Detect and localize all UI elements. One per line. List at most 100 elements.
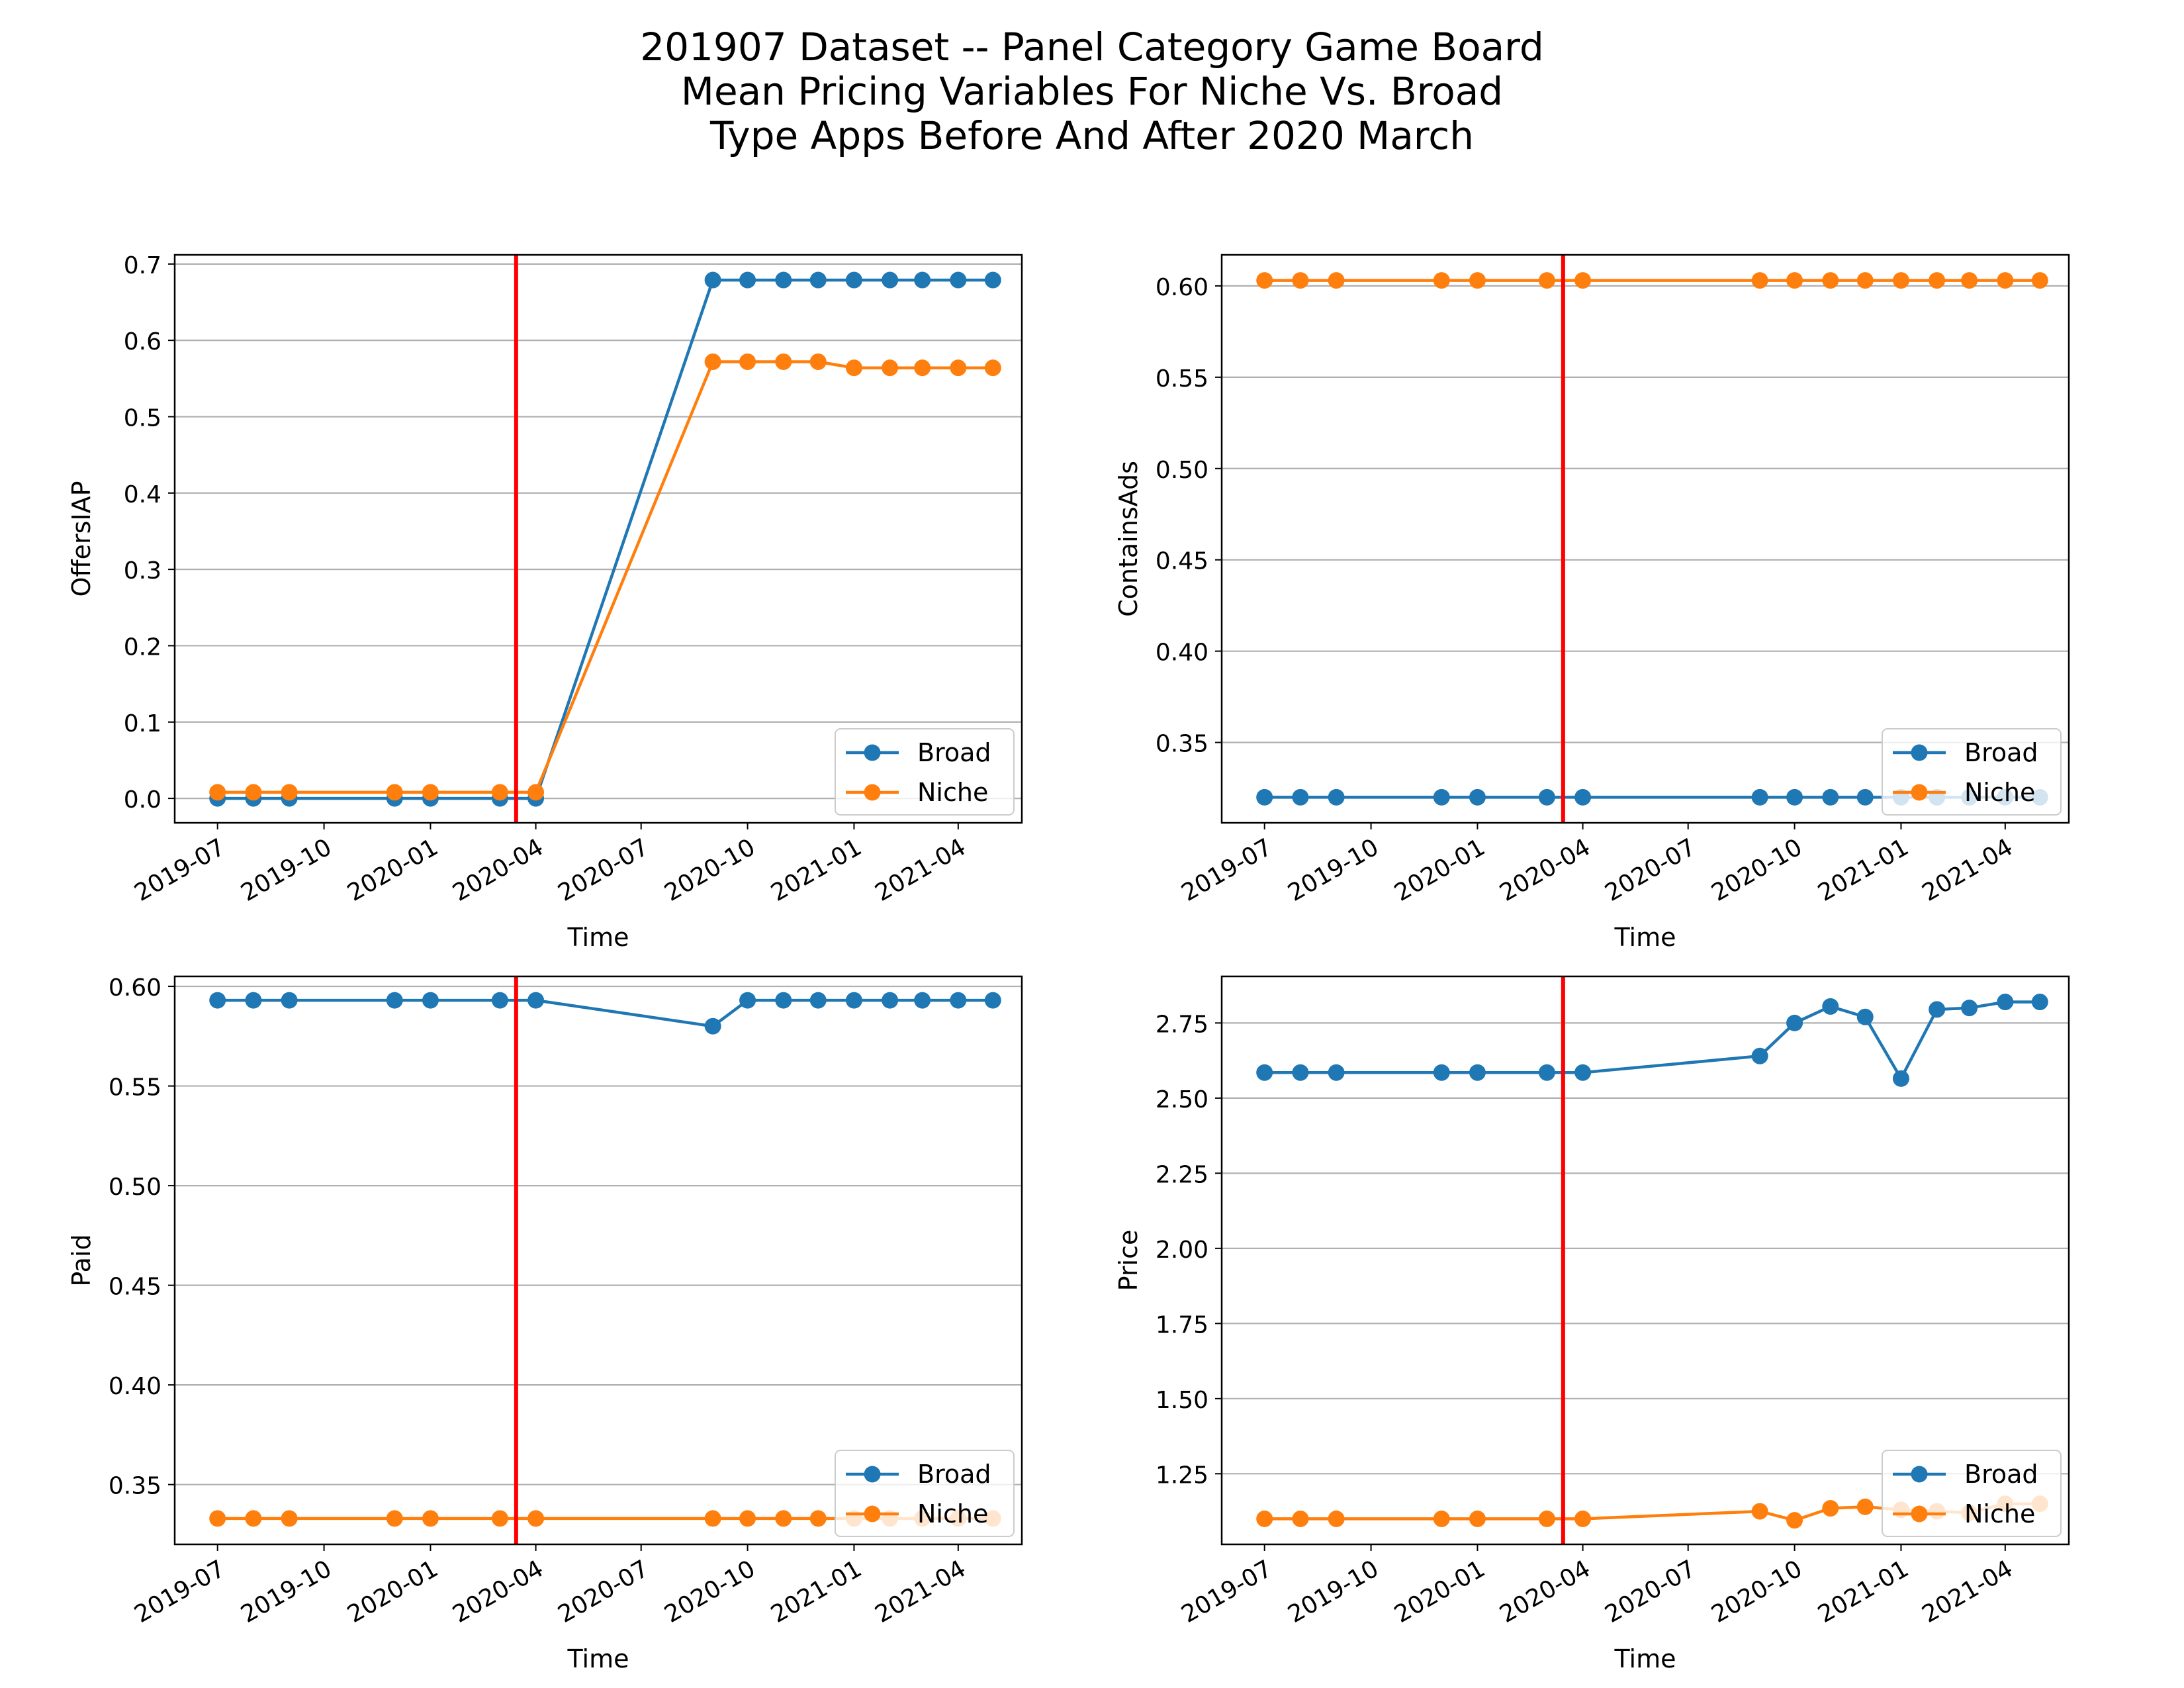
data-point-niche (386, 784, 403, 801)
legend: Broad Niche (1882, 1450, 2062, 1537)
legend-marker-broad (864, 1466, 881, 1483)
x-tick-label: 2020-10 (1707, 833, 1807, 907)
x-tick-label: 2020-01 (1390, 833, 1490, 907)
data-point-niche (245, 784, 262, 801)
y-tick-label: 0.2 (124, 633, 161, 661)
x-axis-label: Time (1614, 923, 1676, 952)
x-tick-label: 2019-07 (130, 1555, 230, 1628)
y-tick-label: 0.45 (109, 1274, 161, 1301)
x-axis-label: Time (567, 923, 629, 952)
data-point-broad (1997, 994, 2014, 1011)
data-point-niche (209, 1510, 226, 1527)
data-point-broad (950, 271, 967, 289)
data-point-niche (1328, 1510, 1345, 1527)
data-point-broad (1751, 788, 1768, 806)
series-line-broad (217, 278, 993, 800)
data-point-niche (2031, 272, 2048, 289)
data-point-broad (1538, 1064, 1555, 1081)
y-axis-label: ContainsAds (1114, 461, 1143, 617)
data-point-niche (1997, 272, 2014, 289)
x-tick-label: 2020-10 (660, 833, 760, 907)
y-axis-label: Paid (67, 1234, 96, 1286)
data-point-niche (809, 353, 827, 370)
legend-marker-broad (1911, 1466, 1928, 1483)
data-point-broad (2031, 994, 2048, 1011)
y-tick-label: 2.00 (1156, 1237, 1208, 1264)
legend-marker-niche (864, 1505, 881, 1523)
data-point-niche (491, 1510, 508, 1527)
x-tick-label: 2019-07 (1177, 1555, 1277, 1628)
data-point-broad (704, 271, 721, 289)
figure-title-line-1: 201907 Dataset -- Panel Category Game Bo… (640, 24, 1544, 70)
data-point-broad (209, 992, 226, 1009)
data-point-broad (809, 271, 827, 289)
x-tick-label: 2021-04 (871, 1555, 971, 1628)
x-tick-label: 2021-04 (871, 833, 971, 907)
x-axis-label: Time (567, 1644, 629, 1673)
data-point-broad (1328, 788, 1345, 806)
data-point-niche (1751, 272, 1768, 289)
data-point-broad (704, 1017, 721, 1035)
data-point-broad (281, 992, 298, 1009)
data-point-niche (1469, 1510, 1486, 1527)
y-tick-label: 0.40 (109, 1373, 161, 1400)
x-tick-label: 2019-10 (1283, 833, 1383, 907)
series-broad (209, 992, 1001, 1035)
legend-marker-niche (1911, 1505, 1928, 1523)
data-point-broad (1469, 788, 1486, 806)
legend-marker-niche (1911, 784, 1928, 801)
data-point-niche (281, 1510, 298, 1527)
series-line-broad (217, 998, 993, 1028)
data-point-niche (775, 1510, 792, 1527)
data-point-niche (1538, 272, 1555, 289)
x-axis-label: Time (1614, 1644, 1676, 1673)
x-tick-label: 2019-10 (236, 833, 336, 907)
legend: Broad Niche (835, 1450, 1015, 1537)
y-axis-label: Price (1114, 1230, 1143, 1291)
data-point-niche (1433, 1510, 1450, 1527)
y-tick-label: 2.50 (1156, 1086, 1208, 1113)
data-point-broad (1433, 788, 1450, 806)
data-point-broad (845, 992, 862, 1009)
data-point-broad (775, 271, 792, 289)
data-point-broad (984, 271, 1001, 289)
figure-title: 201907 Dataset -- Panel Category Game Bo… (0, 25, 2184, 158)
data-point-niche (1574, 272, 1592, 289)
x-tick-label: 2020-07 (553, 833, 653, 907)
x-tick-label: 2020-01 (343, 833, 443, 907)
x-tick-label: 2021-04 (1918, 1555, 2018, 1628)
y-tick-label: 0.50 (1156, 457, 1208, 484)
axes-frame (1220, 254, 2070, 824)
data-point-niche (914, 359, 931, 377)
y-tick-label: 0.5 (124, 404, 161, 432)
data-point-niche (1574, 1510, 1592, 1527)
y-tick-label: 1.75 (1156, 1311, 1208, 1338)
data-point-broad (1433, 1064, 1450, 1081)
x-tick-label: 2021-01 (1813, 1555, 1913, 1628)
data-point-broad (245, 992, 262, 1009)
data-point-niche (1433, 272, 1450, 289)
x-tick-label: 2020-10 (1707, 1555, 1807, 1628)
data-point-broad (1328, 1064, 1345, 1081)
data-point-niche (527, 1510, 545, 1527)
x-tick-label: 2020-04 (448, 1555, 548, 1628)
subplot-price: 1.25 1.50 1.75 2.00 2.25 2.50 2.75 2019-07 2019-… (1114, 975, 2070, 1673)
legend-marker-broad (1911, 744, 1928, 761)
data-point-niche (386, 1510, 403, 1527)
y-tick-label: 0.50 (109, 1174, 161, 1201)
legend-label-broad: Broad (1964, 1460, 2038, 1489)
axes-frame (173, 254, 1023, 824)
data-point-broad (1929, 1001, 1946, 1018)
y-tick-label: 0.4 (124, 481, 161, 508)
data-point-broad (739, 271, 756, 289)
y-tick-label: 0.1 (124, 710, 161, 737)
legend-marker-niche (864, 784, 881, 801)
x-tick-label: 2019-07 (130, 833, 230, 907)
x-tick-label: 2020-10 (660, 1555, 760, 1628)
data-point-broad (1256, 1064, 1273, 1081)
